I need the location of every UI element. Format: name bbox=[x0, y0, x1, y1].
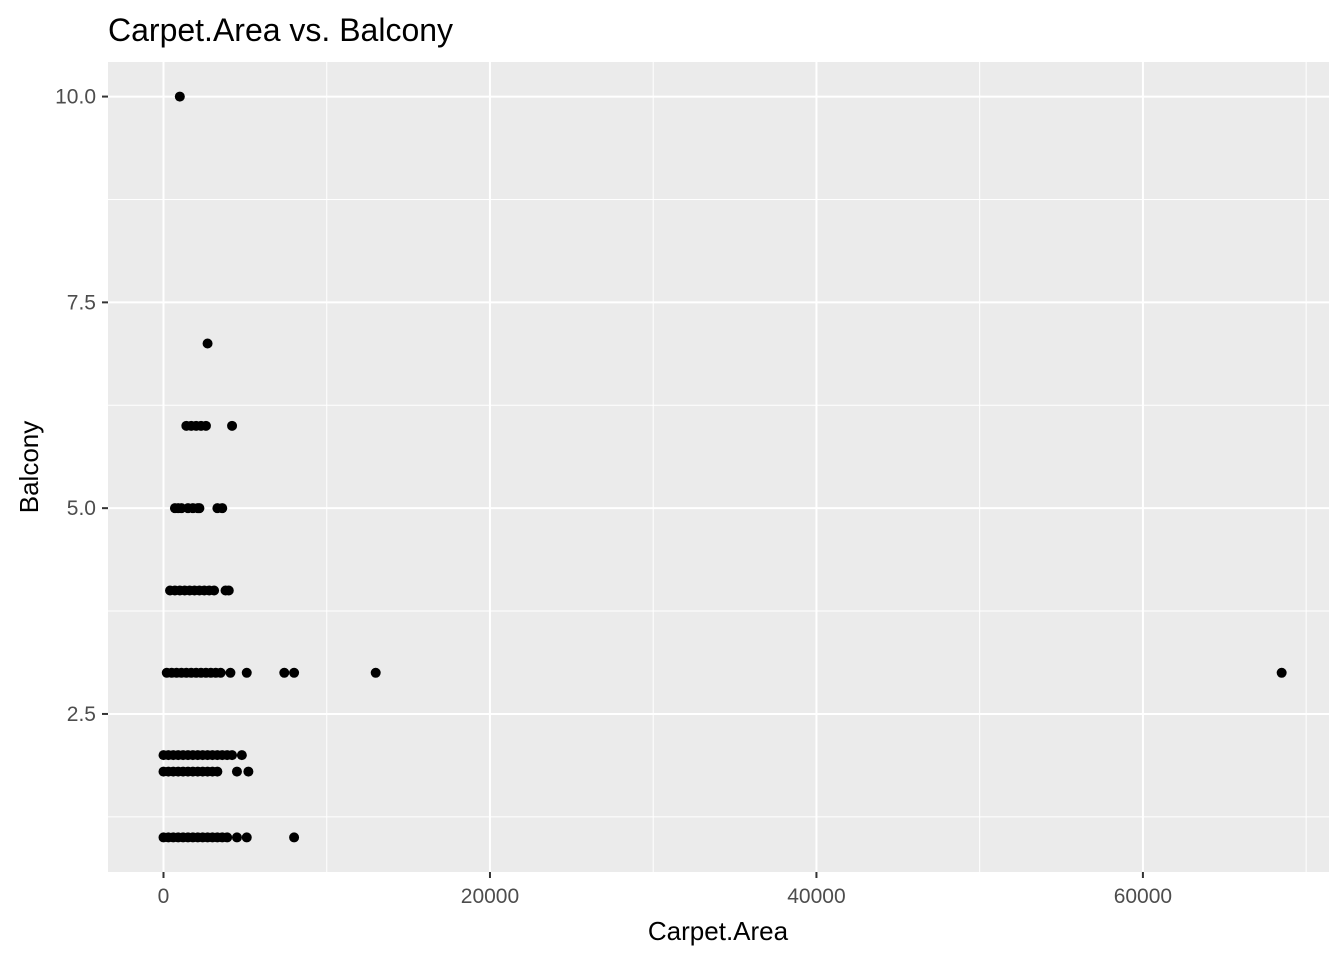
data-point bbox=[212, 766, 223, 777]
x-tick-label: 40000 bbox=[787, 885, 845, 908]
data-point bbox=[241, 832, 252, 843]
data-point bbox=[231, 766, 242, 777]
data-point bbox=[194, 503, 205, 514]
y-axis-title: Balcony bbox=[14, 421, 44, 514]
chart-title: Carpet.Area vs. Balcony bbox=[108, 12, 453, 48]
data-point bbox=[202, 338, 213, 349]
data-point bbox=[200, 420, 211, 431]
x-tick-label: 0 bbox=[158, 885, 170, 908]
data-point bbox=[209, 585, 220, 596]
data-point bbox=[231, 832, 242, 843]
x-tick-label: 60000 bbox=[1114, 885, 1172, 908]
data-point bbox=[370, 667, 381, 678]
data-points bbox=[158, 91, 1287, 843]
data-point bbox=[223, 585, 234, 596]
data-point bbox=[289, 667, 300, 678]
data-point bbox=[222, 832, 233, 843]
data-point bbox=[236, 750, 247, 761]
minor-gridlines bbox=[108, 62, 1329, 872]
y-tick-label: 7.5 bbox=[67, 291, 96, 314]
data-point bbox=[289, 832, 300, 843]
data-point bbox=[241, 667, 252, 678]
x-tick-label: 20000 bbox=[461, 885, 519, 908]
data-point bbox=[279, 667, 290, 678]
x-axis-ticks: 0 20000 40000 60000 bbox=[158, 872, 1172, 908]
data-point bbox=[215, 667, 226, 678]
data-point bbox=[243, 766, 254, 777]
major-gridlines bbox=[108, 62, 1329, 872]
data-point bbox=[227, 420, 238, 431]
data-point bbox=[227, 750, 238, 761]
y-tick-label: 10.0 bbox=[55, 86, 96, 109]
y-axis-ticks: 2.5 5.0 7.5 10.0 bbox=[55, 86, 108, 726]
y-tick-label: 5.0 bbox=[67, 497, 96, 520]
data-point bbox=[217, 503, 228, 514]
data-point bbox=[225, 667, 236, 678]
plot-panel bbox=[108, 62, 1329, 872]
data-point bbox=[1276, 667, 1287, 678]
x-axis-title: Carpet.Area bbox=[648, 916, 789, 946]
data-point bbox=[174, 91, 185, 102]
y-tick-label: 2.5 bbox=[67, 703, 96, 726]
